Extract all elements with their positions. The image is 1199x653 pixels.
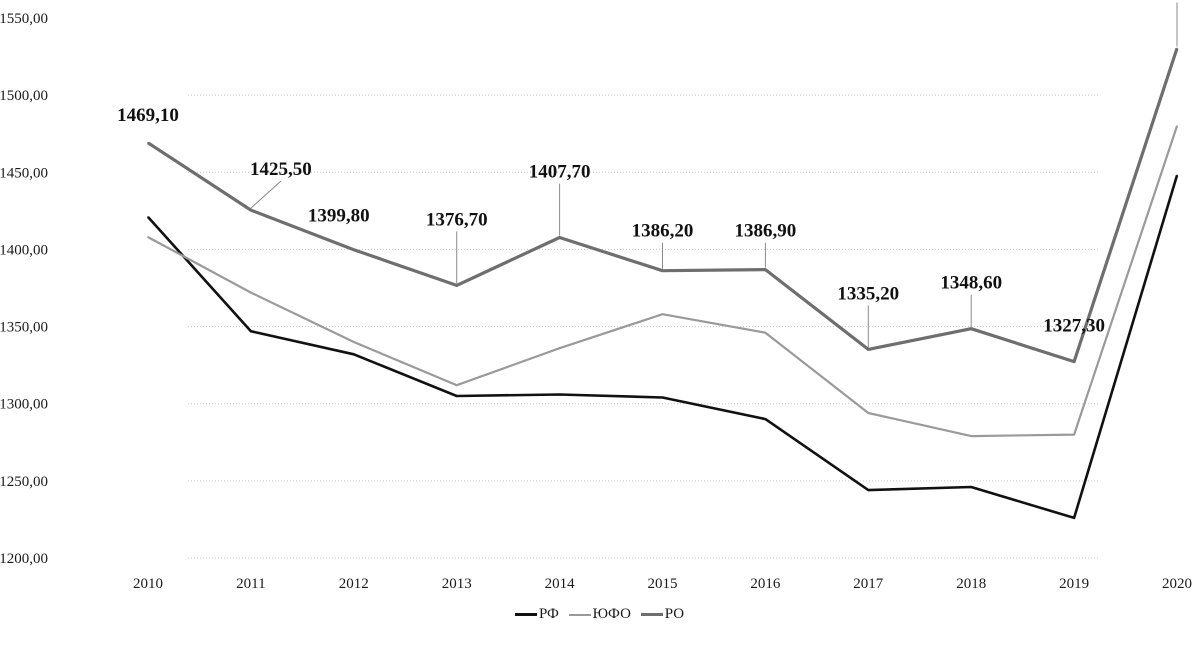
data-label: 1327,30 [1043, 316, 1105, 337]
data-point [1176, 125, 1178, 127]
data-point [147, 216, 149, 218]
x-tick-label: 2018 [956, 576, 986, 592]
data-label: 1425,50 [250, 159, 312, 180]
data-point [970, 486, 972, 488]
legend-label-yufo: ЮФО [592, 606, 631, 622]
legend-item-ro: РО [640, 606, 685, 623]
x-tick-label: 2014 [545, 576, 576, 592]
y-tick-label: 1450,00 [0, 165, 48, 181]
x-tick-label: 2019 [1059, 576, 1089, 592]
y-tick-label: 1200,00 [0, 551, 48, 567]
data-point [1073, 517, 1075, 519]
series-lines [147, 47, 1179, 520]
legend: РФ ЮФО РО [0, 606, 1199, 623]
y-tick-label: 1350,00 [0, 320, 48, 336]
x-tick-label: 2016 [750, 576, 781, 592]
legend-item-yufo: ЮФО [568, 606, 631, 623]
data-point [353, 341, 355, 343]
data-point [867, 348, 870, 351]
data-point [250, 291, 252, 294]
legend-swatch-yufo [568, 613, 591, 616]
data-point [455, 284, 458, 287]
data-point [1176, 47, 1178, 50]
data-point [250, 330, 252, 333]
data-point [764, 418, 767, 420]
y-axis: 1550,00 1500,00 1450,00 1400,00 1350,00 1300,… [0, 11, 48, 567]
data-point [1073, 360, 1075, 363]
data-point [455, 384, 458, 387]
x-tick-label: 2017 [853, 576, 884, 592]
data-point [970, 435, 972, 437]
data-point [970, 327, 972, 330]
legend-swatch-rf [514, 613, 537, 617]
legend-item-rf: РФ [514, 606, 559, 623]
data-point [661, 313, 664, 316]
data-point [1176, 174, 1178, 177]
data-point [455, 395, 458, 397]
data-point [250, 209, 252, 211]
data-point [661, 396, 664, 399]
data-point [764, 331, 767, 334]
data-point [353, 353, 355, 356]
data-label: 1407,70 [529, 162, 591, 183]
x-tick-label: 2011 [236, 576, 265, 592]
data-point [147, 142, 149, 144]
x-tick-label: 2015 [648, 576, 678, 592]
data-point [147, 236, 149, 238]
data-label: 1335,20 [837, 283, 899, 304]
data-point [558, 347, 561, 349]
data-labels: 1469,10 1425,50 1399,80 1376,70 1407,70 1386,… [117, 0, 1197, 348]
x-axis: 2010 2011 2012 2013 2014 2015 2016 2017 2018 2019… [133, 576, 1192, 592]
data-point [867, 489, 870, 491]
data-point [1073, 433, 1075, 436]
data-label: 1386,90 [735, 221, 797, 242]
y-tick-label: 1400,00 [0, 242, 48, 258]
data-point [353, 248, 355, 251]
y-tick-label: 1500,00 [0, 88, 48, 104]
data-label: 1348,60 [940, 273, 1002, 294]
x-tick-label: 2013 [442, 576, 472, 592]
label-leader-line [250, 180, 282, 209]
data-point [867, 412, 870, 414]
data-label: 1469,10 [117, 105, 179, 126]
legend-label-rf: РФ [538, 606, 559, 622]
data-label: 1530,27 [1134, 0, 1196, 1]
x-tick-label: 2020 [1162, 576, 1192, 592]
y-tick-label: 1300,00 [0, 397, 48, 413]
data-point [661, 269, 664, 272]
legend-swatch-ro [640, 613, 663, 617]
data-label: 1386,20 [632, 221, 694, 242]
data-label: 1399,80 [308, 206, 370, 227]
x-tick-label: 2012 [339, 576, 369, 592]
gridlines [188, 94, 1100, 559]
data-point [558, 236, 561, 239]
data-point [764, 268, 767, 271]
data-label: 1376,70 [426, 209, 488, 230]
y-tick-label: 1550,00 [0, 11, 48, 27]
y-tick-label: 1250,00 [0, 474, 48, 490]
legend-label-ro: РО [664, 606, 685, 622]
data-point [558, 393, 561, 396]
x-tick-label: 2010 [133, 576, 163, 592]
